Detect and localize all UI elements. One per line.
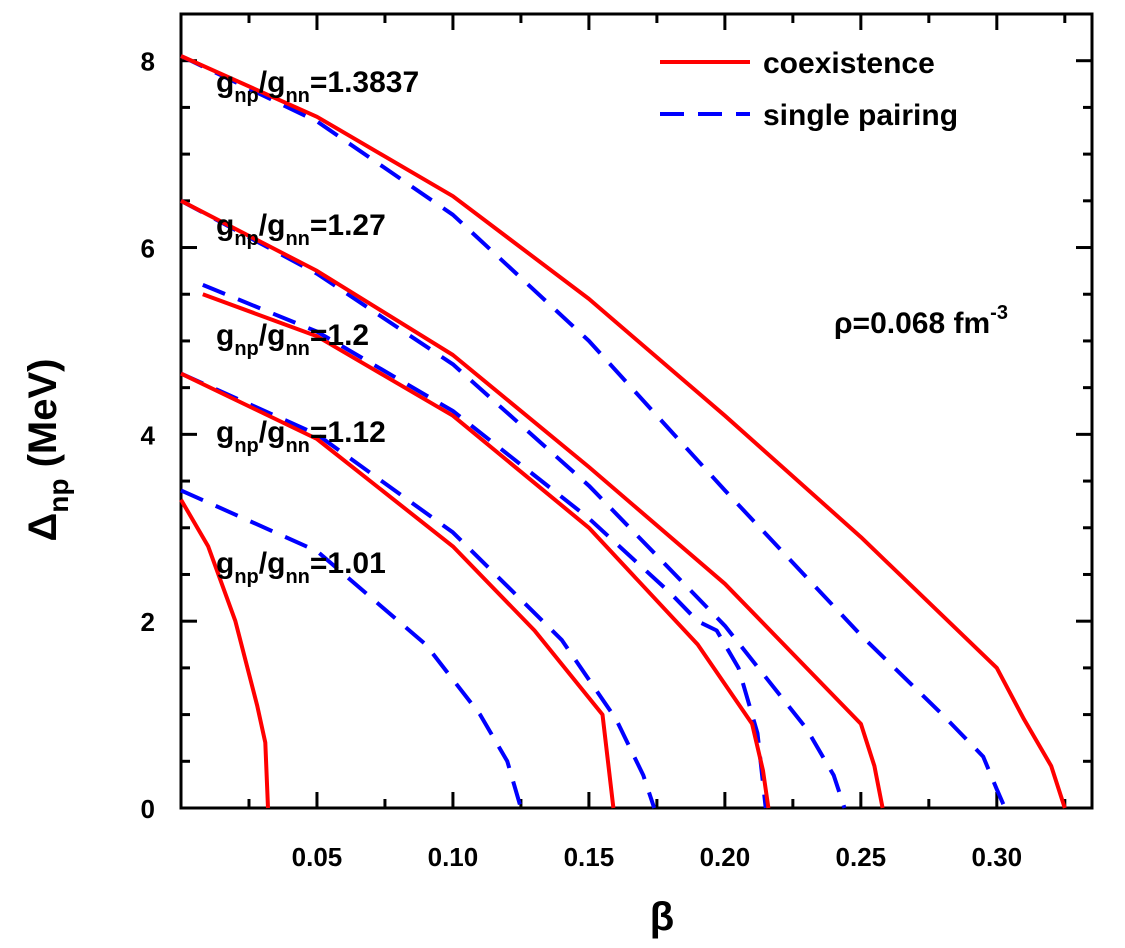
x-tick-label: 0.20: [700, 842, 751, 872]
curve-label-g: g: [216, 547, 234, 580]
curve-label-1-2: gnp/gnn=1.2: [216, 319, 369, 360]
curve-label-1-27: gnp/gnn=1.27: [216, 209, 386, 250]
curve-label-g: g: [216, 66, 234, 99]
curve-label-g2: /g: [259, 209, 286, 242]
curve-label-g2: /g: [259, 319, 286, 352]
curve-label-g: g: [216, 416, 234, 449]
series-layer: [179, 54, 1067, 809]
curve-label-sub-np: np: [234, 435, 258, 457]
curve-label-g: g: [216, 209, 234, 242]
coexistence-curve-1-12: [180, 371, 616, 809]
curve-label-g2: /g: [259, 416, 286, 449]
legend-label-coexistence: coexistence: [763, 47, 935, 80]
coexistence-curve-1-27: [180, 199, 885, 809]
x-axis-title: β: [650, 895, 674, 939]
curve-label-value: =1.3837: [310, 66, 419, 99]
curve-label-sub-nn: nn: [285, 85, 309, 107]
coexistence-curve-1-3837: [180, 54, 1067, 809]
curve-label-sub-np: np: [234, 566, 258, 588]
coexistence-curve-1-2: [202, 292, 771, 809]
x-tick-label: 0.25: [836, 842, 887, 872]
curve-label-sub-nn: nn: [285, 566, 309, 588]
y-tick-label: 8: [141, 47, 155, 77]
x-tick-label: 0.10: [428, 842, 479, 872]
legend-label-single-pairing: single pairing: [763, 99, 958, 132]
curve-label-value: =1.2: [310, 319, 369, 352]
y-axis-title: Δnp (MeV): [21, 359, 74, 542]
coexistence-curve-1-01: [179, 498, 270, 809]
curve-label-sub-nn: nn: [285, 338, 309, 360]
y-axis-title-sub: np: [43, 479, 74, 513]
curve-label-sub-np: np: [234, 338, 258, 360]
x-tick-label: 0.05: [292, 842, 343, 872]
curve-label-value: =1.01: [310, 547, 386, 580]
legend: coexistence single pairing: [660, 47, 958, 132]
density-label-sup: -3: [990, 302, 1008, 324]
tick-labels: 0.05 0.10 0.15 0.20 0.25 0.30 0 2 4 6 8: [141, 47, 1023, 872]
y-axis-title-unit: (MeV): [21, 359, 65, 479]
curve-label-1-01: gnp/gnn=1.01: [216, 547, 386, 588]
curve-label-value: =1.12: [310, 416, 386, 449]
y-tick-label: 0: [141, 794, 155, 824]
x-tick-label: 0.30: [972, 842, 1023, 872]
single-pairing-curve-1-12: [180, 371, 657, 809]
plot-frame: [179, 12, 1094, 810]
y-tick-label: 4: [141, 420, 156, 450]
curve-label-sub-nn: nn: [285, 228, 309, 250]
single-pairing-curve-1-3837: [180, 54, 1007, 809]
y-tick-label: 6: [141, 234, 155, 264]
curve-label-g2: /g: [259, 66, 286, 99]
curve-label-g2: /g: [259, 547, 286, 580]
curve-label-g: g: [216, 319, 234, 352]
curve-label-sub-nn: nn: [285, 435, 309, 457]
curve-label-1-12: gnp/gnn=1.12: [216, 416, 386, 457]
curve-label-1-3837: gnp/gnn=1.3837: [216, 66, 419, 107]
axis-ticks: [181, 12, 1092, 810]
density-label-main: ρ=0.068 fm: [834, 307, 990, 340]
curve-label-value: =1.27: [310, 209, 386, 242]
curve-label-sub-np: np: [234, 228, 258, 250]
y-tick-label: 2: [141, 607, 155, 637]
y-axis-title-main: Δ: [21, 513, 65, 542]
curve-label-sub-np: np: [234, 85, 258, 107]
x-tick-label: 0.15: [564, 842, 615, 872]
single-pairing-curve-1-01: [180, 488, 523, 809]
single-pairing-curve-1-2: [202, 283, 768, 809]
density-label: ρ=0.068 fm-3: [834, 302, 1008, 340]
